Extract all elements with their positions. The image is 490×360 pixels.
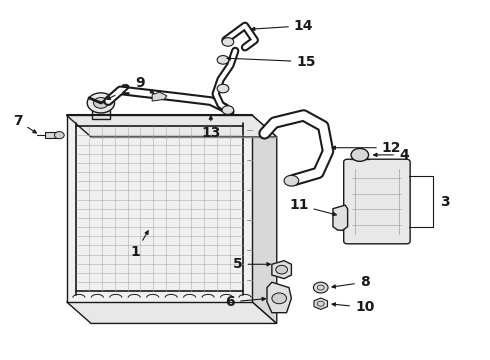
- Text: 14: 14: [251, 19, 314, 33]
- Polygon shape: [67, 302, 277, 323]
- FancyBboxPatch shape: [343, 159, 410, 244]
- Text: 5: 5: [233, 257, 270, 271]
- Circle shape: [94, 98, 108, 108]
- Circle shape: [276, 265, 288, 274]
- Circle shape: [351, 148, 368, 161]
- Text: 12: 12: [332, 141, 401, 155]
- Polygon shape: [67, 116, 252, 302]
- Text: 2: 2: [107, 84, 130, 99]
- Text: 8: 8: [332, 275, 369, 289]
- Text: 3: 3: [441, 194, 450, 208]
- Text: 6: 6: [225, 295, 266, 309]
- Circle shape: [272, 293, 287, 304]
- Text: 15: 15: [227, 55, 316, 69]
- Text: 9: 9: [135, 76, 154, 93]
- Polygon shape: [152, 92, 167, 101]
- Text: 7: 7: [13, 114, 36, 133]
- Text: 10: 10: [332, 300, 374, 314]
- Circle shape: [54, 132, 64, 139]
- Text: 4: 4: [373, 148, 409, 162]
- Polygon shape: [267, 282, 292, 313]
- Polygon shape: [252, 116, 277, 323]
- Circle shape: [314, 282, 328, 293]
- Polygon shape: [333, 205, 347, 230]
- Polygon shape: [272, 261, 292, 279]
- Text: 11: 11: [289, 198, 337, 216]
- Text: 13: 13: [201, 116, 220, 140]
- Circle shape: [222, 106, 234, 114]
- Polygon shape: [67, 116, 277, 137]
- Text: 1: 1: [131, 231, 148, 260]
- Circle shape: [222, 38, 234, 46]
- Polygon shape: [45, 132, 57, 138]
- Polygon shape: [92, 108, 110, 119]
- Polygon shape: [314, 298, 327, 310]
- Circle shape: [284, 175, 299, 186]
- Circle shape: [217, 55, 229, 64]
- Circle shape: [87, 93, 115, 113]
- Circle shape: [217, 84, 229, 93]
